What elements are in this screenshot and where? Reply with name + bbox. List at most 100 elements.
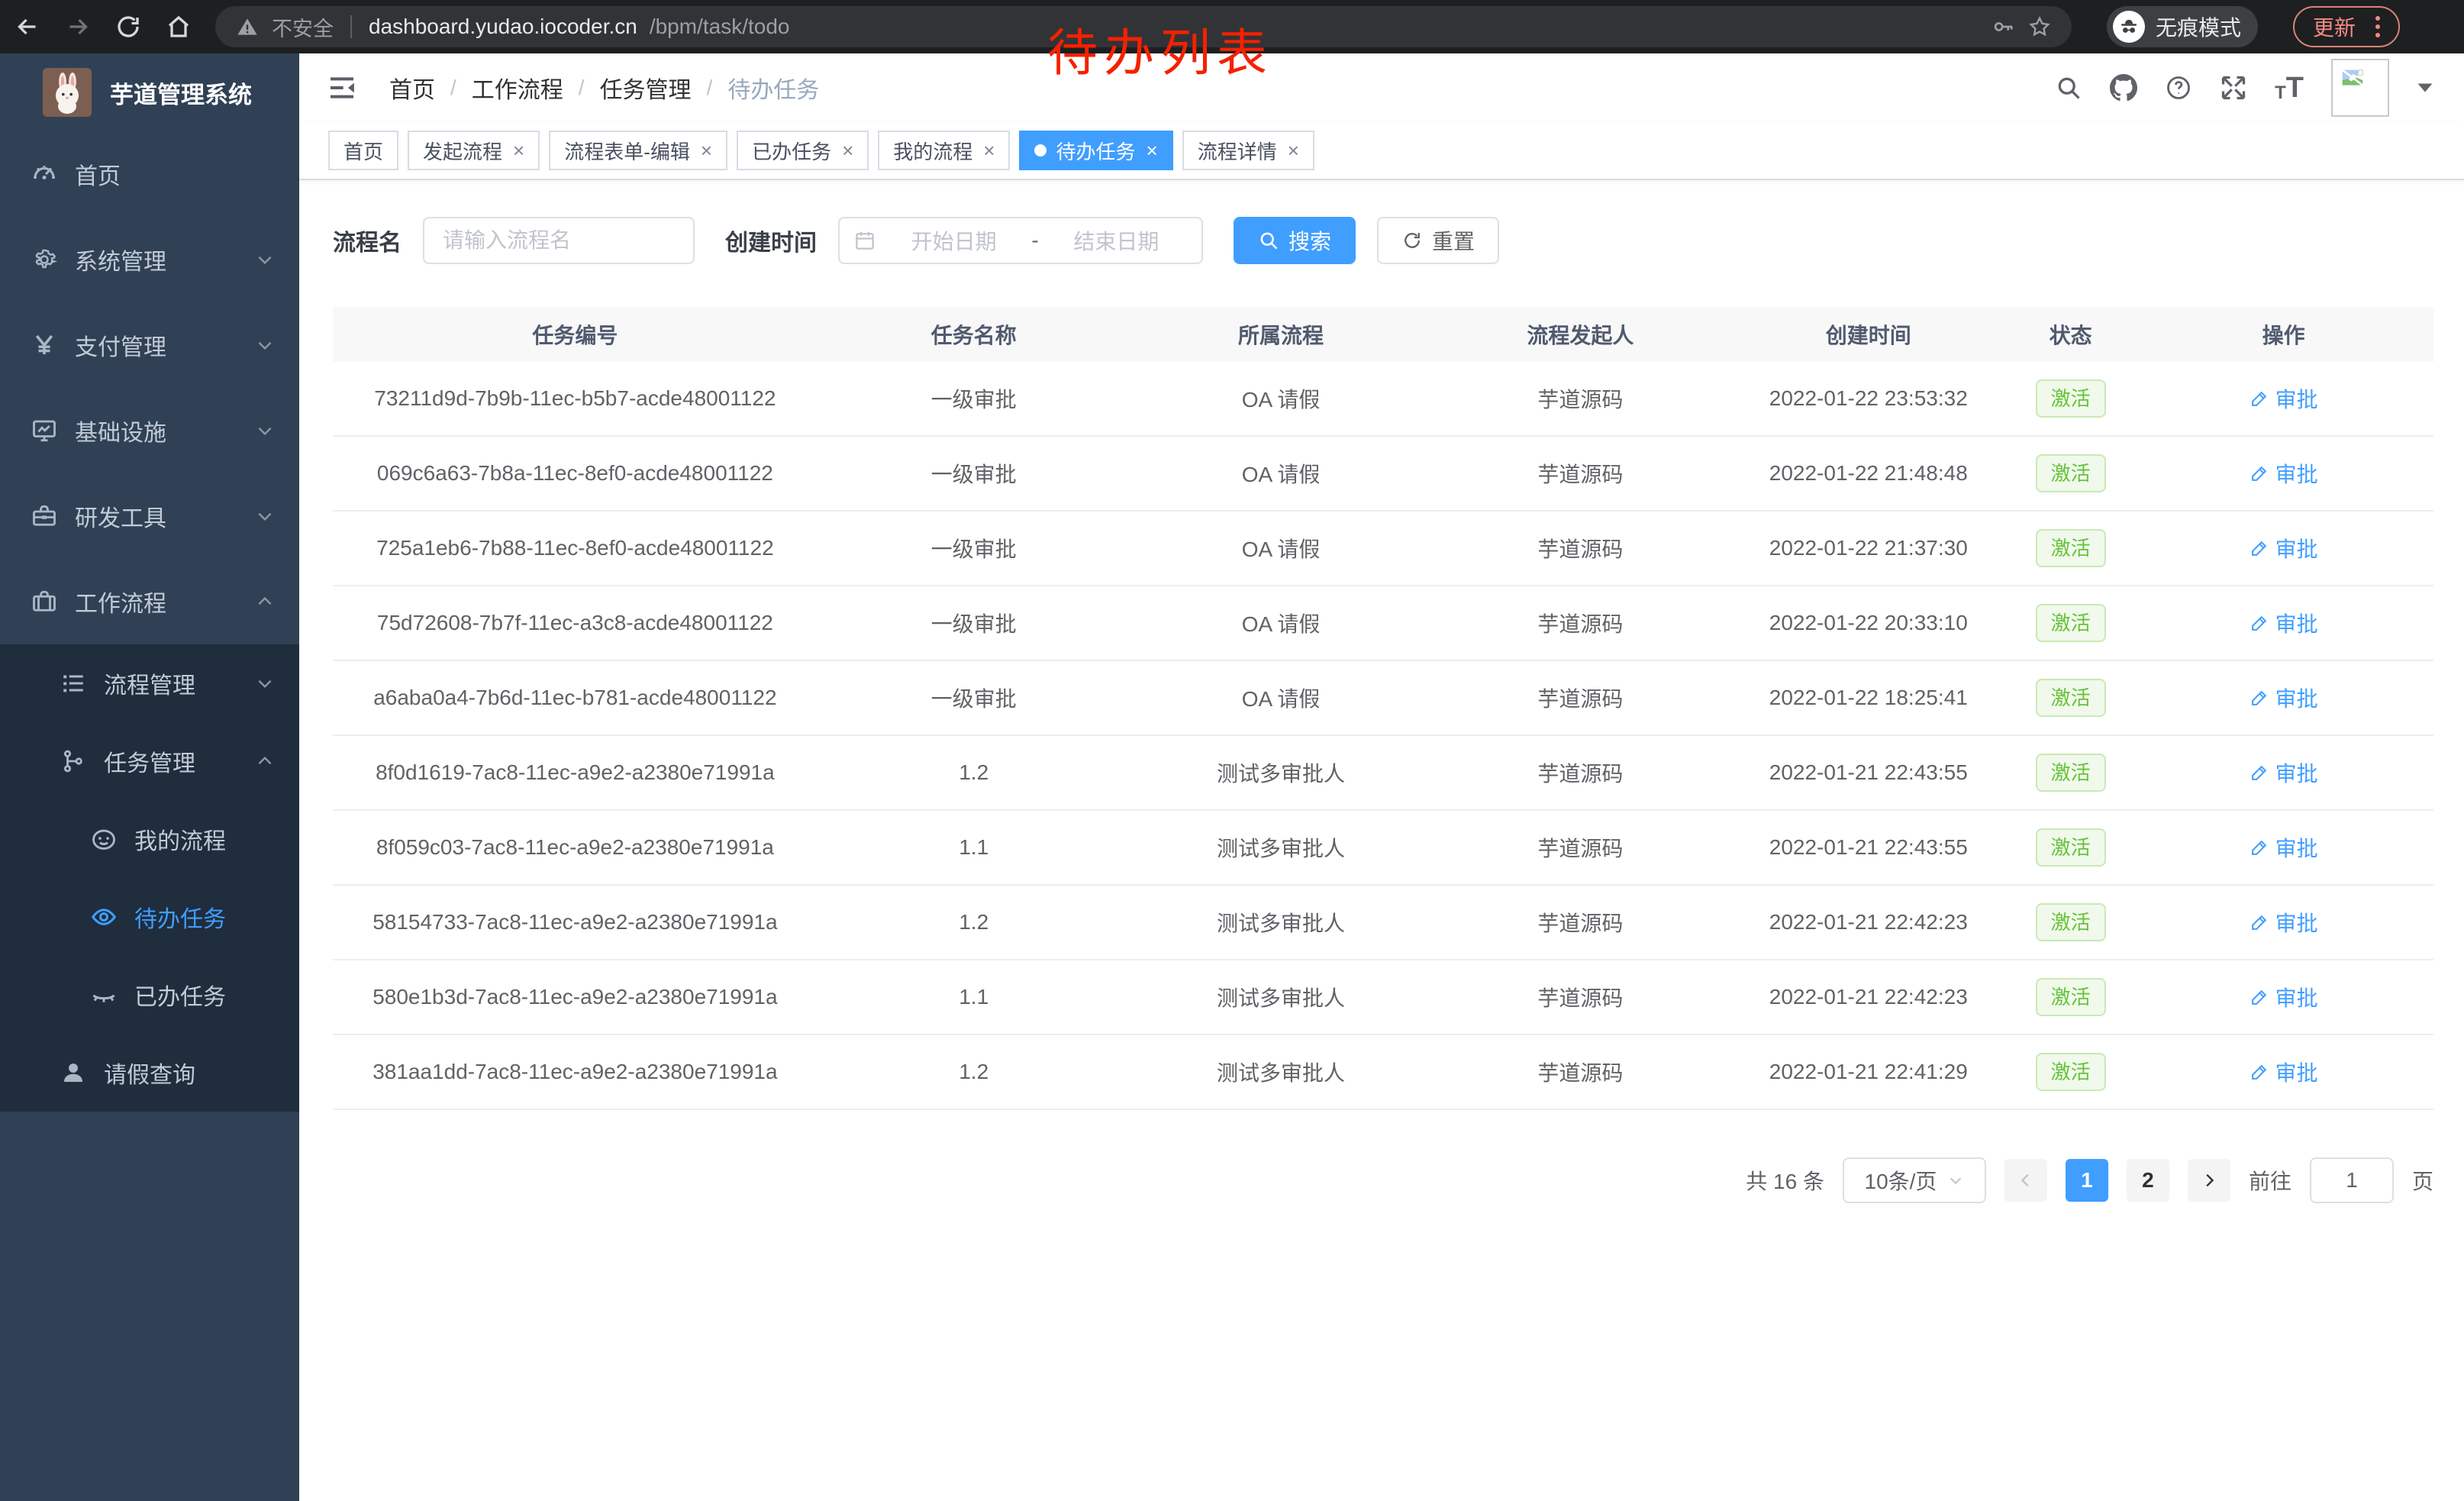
tab-close-icon[interactable]: × [513,139,525,162]
help-icon[interactable] [2165,74,2192,102]
goto-page-input[interactable] [2309,1157,2394,1203]
column-header-0: 任务编号 [532,324,618,347]
url-path: /bpm/task/todo [649,15,790,38]
page-size-select[interactable]: 10条/页 [1842,1157,1986,1203]
page-unit-label: 页 [2411,1170,2433,1193]
dashboard-icon [31,160,58,188]
approve-link[interactable]: 审批 [2250,458,2318,489]
approve-link[interactable]: 审批 [2250,383,2318,414]
column-header-4: 创建时间 [1825,324,1911,347]
github-icon[interactable] [2110,74,2138,102]
process-name: 测试多审批人 [1217,762,1346,786]
address-bar[interactable]: 不安全 dashboard.yudao.iocoder.cn/bpm/task/… [215,6,2072,47]
process-name: 测试多审批人 [1217,912,1346,935]
sidebar-item-leave-query[interactable]: 请假查询 [0,1034,299,1112]
back-icon[interactable] [14,13,41,40]
browser-update-button[interactable]: 更新 [2292,6,2400,47]
tab-form-edit[interactable]: 流程表单-编辑 × [549,131,728,170]
sidebar-item-workflow[interactable]: 工作流程 [0,559,299,644]
tab-todo-task[interactable]: 待办任务 × [1019,131,1173,170]
reload-icon[interactable] [114,13,142,40]
approve-link[interactable]: 审批 [2250,608,2318,638]
approve-link[interactable]: 审批 [2250,907,2318,938]
avatar-caret-icon[interactable] [2417,82,2433,94]
task-id: 725a1eb6-7b88-11ec-8ef0-acde48001122 [376,536,774,560]
bookmark-star-icon[interactable] [2027,15,2052,39]
chevron-up-icon [255,592,275,612]
approve-link[interactable]: 审批 [2250,533,2318,563]
tab-start-process[interactable]: 发起流程 × [408,131,540,170]
table-row: a6aba0a4-7b6d-11ec-b781-acde48001122 一级审批… [333,661,2433,736]
org-tree-icon [60,747,87,775]
approve-link[interactable]: 审批 [2250,683,2318,713]
app-title: 芋道管理系统 [110,81,252,108]
prev-page-button[interactable] [2004,1159,2047,1202]
sidebar-item-process-mgmt[interactable]: 流程管理 [0,644,299,722]
action-cell: 审批 [2133,608,2433,638]
table-row: 580e1b3d-7ac8-11ec-a9e2-a2380e71991a 1.1 测… [333,960,2433,1035]
process-name-input[interactable] [423,217,695,264]
date-range-picker[interactable]: 开始日期 - 结束日期 [838,217,1203,264]
password-key-icon[interactable] [1991,15,2015,39]
created-time: 2022-01-21 22:41:29 [1769,1060,1968,1083]
sidebar-item-home[interactable]: 首页 [0,131,299,217]
reset-button[interactable]: 重置 [1377,217,1500,264]
breadcrumb-item-2[interactable]: 任务管理 [599,78,692,103]
action-cell: 审批 [2133,458,2433,489]
next-page-button[interactable] [2187,1159,2230,1202]
created-time: 2022-01-21 22:43:55 [1769,835,1968,859]
search-icon[interactable] [2055,74,2082,102]
tab-process-detail[interactable]: 流程详情 × [1182,131,1314,170]
todo-task-table: 任务编号 任务名称 所属流程 流程发起人 创建时间 状态 操作 73211d9d-7b9b-… [333,307,2433,1110]
task-name: 1.2 [959,910,989,934]
sidebar-item-todo-task[interactable]: 待办任务 [0,878,299,956]
approve-link[interactable]: 审批 [2250,1057,2318,1087]
sidebar-item-payment[interactable]: 支付管理 [0,302,299,388]
sidebar-item-label: 我的流程 [134,829,226,854]
sidebar-item-system[interactable]: 系统管理 [0,217,299,302]
breadcrumb-item-0[interactable]: 首页 [389,78,435,103]
search-button[interactable]: 搜索 [1234,217,1356,264]
initiator: 芋道源码 [1537,837,1624,860]
approve-link[interactable]: 审批 [2250,832,2318,863]
fullscreen-icon[interactable] [2220,74,2247,102]
task-name: 1.1 [959,985,989,1009]
sidebar-item-my-process[interactable]: 我的流程 [0,800,299,878]
sidebar-item-done-task[interactable]: 已办任务 [0,956,299,1034]
tab-close-icon[interactable]: × [983,139,995,162]
tab-close-icon[interactable]: × [1287,139,1299,162]
monitor-icon [31,417,58,444]
page-button-2[interactable]: 2 [2126,1159,2169,1202]
action-cell: 审批 [2133,1057,2433,1087]
approve-link[interactable]: 审批 [2250,757,2318,788]
tab-done-task[interactable]: 已办任务 × [737,131,869,170]
security-label[interactable]: 不安全 [272,17,334,40]
tab-home[interactable]: 首页 [328,131,399,170]
approve-link[interactable]: 审批 [2250,982,2318,1012]
sidebar-item-dev-tools[interactable]: 研发工具 [0,473,299,559]
status-badge: 激活 [2035,903,2106,941]
collapse-sidebar-icon[interactable] [327,73,357,103]
home-icon[interactable] [165,13,192,40]
initiator: 芋道源码 [1537,537,1624,561]
status-cell: 激活 [2008,454,2133,492]
sidebar-item-task-mgmt[interactable]: 任务管理 [0,722,299,800]
tab-label: 已办任务 [752,140,832,163]
approve-label: 审批 [2275,537,2318,561]
sidebar-item-infrastructure[interactable]: 基础设施 [0,388,299,473]
task-id: 75d72608-7b7f-11ec-a3c8-acde48001122 [376,611,773,634]
initiator: 芋道源码 [1537,463,1624,486]
user-avatar[interactable] [2331,59,2389,117]
breadcrumb-item-1[interactable]: 工作流程 [471,78,563,103]
page-button-1[interactable]: 1 [2065,1159,2108,1202]
tab-close-icon[interactable]: × [842,139,854,162]
process-name: OA 请假 [1241,537,1321,561]
browser-menu-icon[interactable] [2371,16,2385,37]
tab-close-icon[interactable]: × [700,139,713,162]
tab-close-icon[interactable]: × [1146,139,1158,162]
action-cell: 审批 [2133,907,2433,938]
forward-icon[interactable] [64,13,92,40]
app-logo[interactable]: 芋道管理系统 [0,53,299,131]
tab-my-process[interactable]: 我的流程 × [878,131,1011,170]
